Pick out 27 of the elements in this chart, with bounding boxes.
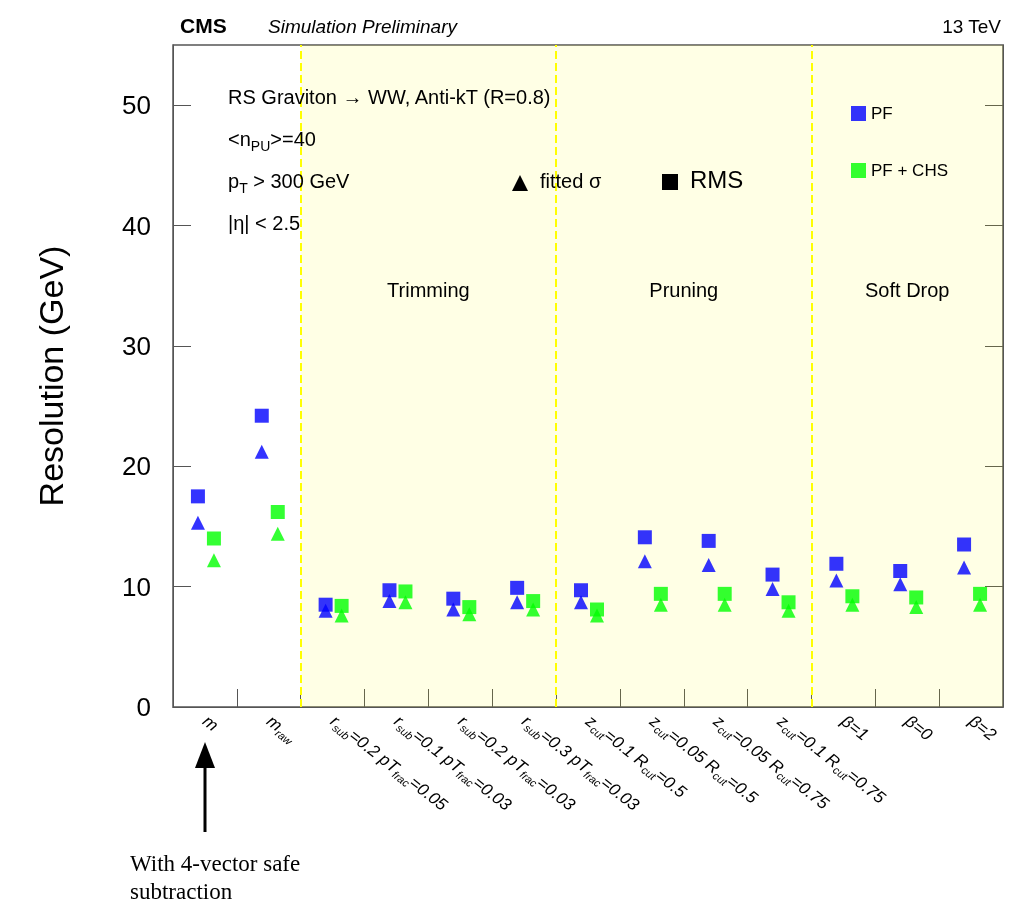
text: 13 TeV	[942, 16, 1001, 37]
band-label: Soft Drop	[864, 279, 950, 301]
y-tick-label: 30	[122, 330, 151, 361]
legend-label: PF + CHS	[871, 161, 949, 180]
legend-label: PF	[871, 104, 893, 123]
text: With 4-vector safe subtraction	[130, 851, 301, 904]
x-tick-label: β=1	[836, 710, 873, 745]
x-tick-label: β=2	[964, 710, 1001, 745]
annotation: |η| < 2.5	[228, 212, 301, 234]
text: CMS	[180, 14, 227, 37]
annotation: RS Graviton → WW, Anti-kT (R=0.8)	[228, 86, 551, 108]
y-tick-label: 20	[122, 451, 151, 482]
band-label: Pruning	[649, 279, 719, 301]
annotation: fitted σ	[540, 170, 602, 192]
x-tick-label: β=0	[900, 710, 937, 745]
y-tick-label: 40	[122, 210, 151, 241]
annotation: <n$_{PU}$>=40	[228, 128, 316, 154]
annotation: p$_{T}$ > 300 GeV	[228, 170, 350, 196]
y-axis-title: Resolution (GeV)	[32, 245, 70, 507]
y-tick-label: 0	[136, 692, 151, 722]
x-tick-label: mraw	[262, 711, 296, 748]
band-label: Trimming	[387, 279, 470, 301]
x-tick-label: m	[199, 711, 222, 736]
y-tick-label: 50	[122, 90, 151, 121]
y-tick-label: 10	[122, 571, 151, 602]
annotation: RMS	[690, 166, 744, 193]
text: Simulation Preliminary	[268, 16, 458, 37]
